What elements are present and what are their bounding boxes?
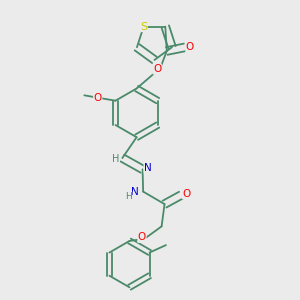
Text: O: O (153, 64, 161, 74)
Text: O: O (94, 93, 102, 103)
Text: N: N (144, 163, 152, 173)
Text: O: O (186, 42, 194, 52)
Text: O: O (182, 189, 190, 199)
Text: O: O (138, 232, 146, 242)
Text: N: N (131, 187, 139, 196)
Text: S: S (140, 22, 147, 32)
Text: H: H (125, 192, 132, 201)
Text: H: H (112, 154, 119, 164)
